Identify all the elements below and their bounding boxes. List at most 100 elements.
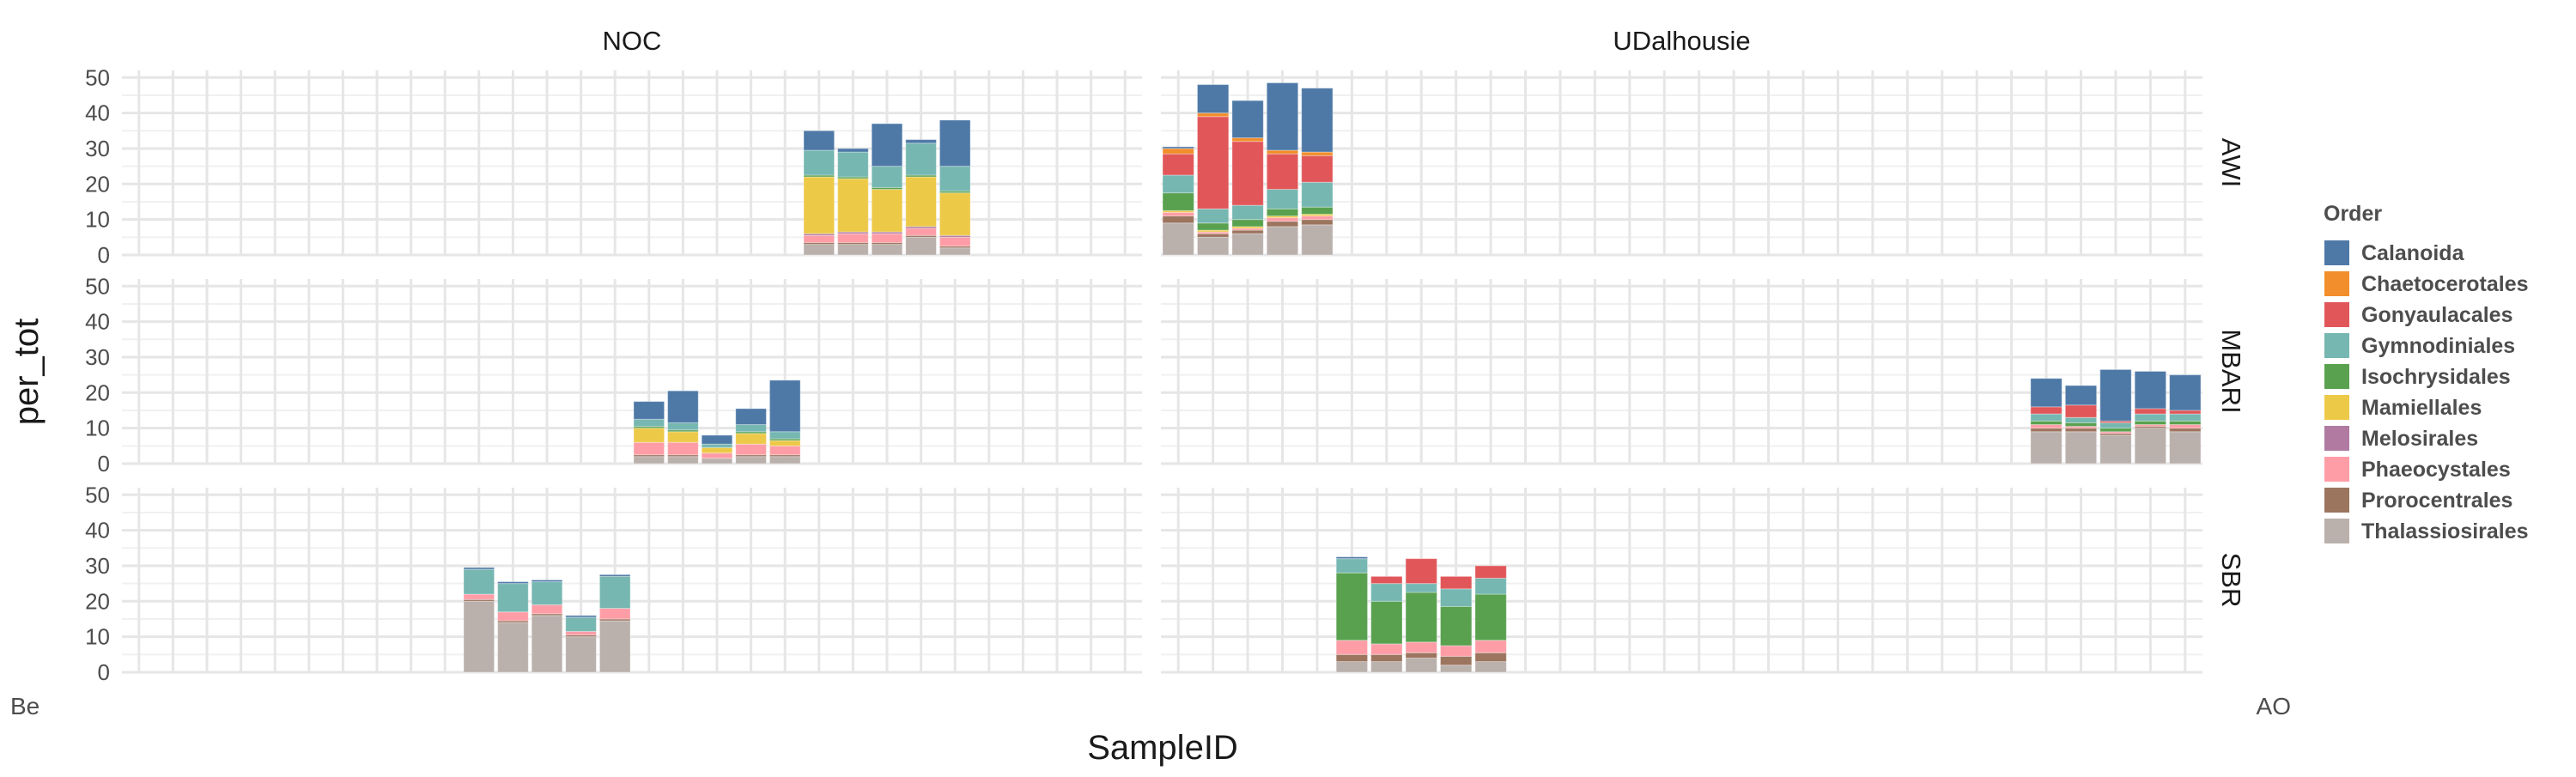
bar-segment-thalassiosirales [565,636,597,673]
bar-segment-mamiellales [837,178,869,233]
bar-segment-gymnodiniales [1405,583,1437,593]
legend-label: Melosirales [2361,427,2478,451]
bar-segment-gymnodiniales [633,418,665,428]
bar-segment-thalassiosirales [1474,661,1507,673]
legend-swatch [2324,333,2349,358]
bar-segment-mamiellales [871,189,903,233]
bar-segment-chaetocerotales [1231,137,1264,143]
bar-segment-prorocentrales [2169,428,2202,433]
bar-segment-thalassiosirales [2099,434,2132,464]
bar-segment-chaetocerotales [1266,149,1299,155]
bar-segment-thalassiosirales [1266,226,1299,256]
bar-segment-gymnodiniales [2099,422,2132,429]
legend-label: Thalassiosirales [2361,519,2529,543]
bar-segment-thalassiosirales [1162,222,1194,256]
y-tick-label: 10 [85,416,110,441]
bar-segment-calanoida [1301,88,1334,153]
bar-segment-calanoida [701,434,733,445]
bar-segment-thalassiosirales [1335,661,1369,673]
bar-segment-phaeocystales [769,445,801,456]
y-tick-label: 40 [85,309,110,335]
bar-segment-mamiellales [701,446,733,454]
facet-label-column: UDalhousie [1613,26,1750,56]
bar-segment-phaeocystales [871,233,903,244]
bar-segment-prorocentrales [1162,215,1194,224]
bar-segment-gymnodiniales [1231,204,1264,221]
bar-segment-gonyaulacales [1439,575,1473,590]
legend-swatch [2324,395,2349,420]
bar-segment-isochrysidales [803,174,835,178]
bar-segment-gonyaulacales [1231,141,1264,206]
bar-segment-calanoida [667,390,699,423]
bar-segment-gymnodiniales [735,424,767,433]
bar-segment-gymnodiniales [2064,416,2098,423]
bar-segment-gonyaulacales [1196,116,1230,209]
bar-segment-calanoida [1162,146,1194,149]
bar-segment-isochrysidales [2064,422,2098,428]
facet-label-row: MBARI [2216,329,2246,413]
legend-label: Gonyaulacales [2361,303,2512,327]
bar-segment-thalassiosirales [1301,224,1334,256]
y-tick-label: 30 [85,136,110,161]
bar-segment-prorocentrales [1231,229,1264,234]
bar-segment-gymnodiniales [701,443,733,448]
bar-segment-prorocentrales [1439,655,1473,666]
bar-segment-thalassiosirales [598,620,631,673]
bar-segment-gonyaulacales [2064,404,2098,418]
bar-segment-gymnodiniales [803,149,835,176]
bar-segment-phaeocystales [1266,217,1299,222]
bar-segment-phaeocystales [735,443,767,456]
bar-segment-gymnodiniales [905,143,937,176]
bar-segment-calanoida [1196,84,1230,114]
bar-segment-calanoida [871,123,903,167]
y-tick-label: 30 [85,553,110,579]
legend-swatch [2324,271,2349,296]
bar-segment-isochrysidales [2099,428,2132,433]
bar-segment-gymnodiniales [2169,413,2202,422]
bar-segment-isochrysidales [1370,600,1403,645]
bar-segment-thalassiosirales [1370,661,1403,673]
bar-segment-prorocentrales [1196,233,1230,238]
y-axis-title: per_tot [8,319,46,426]
bar-segment-phaeocystales [1301,215,1334,221]
bar-segment-calanoida [905,139,937,144]
bar-segment-thalassiosirales [1439,665,1473,673]
bar-segment-thalassiosirales [2030,431,2063,464]
bar-segment-gymnodiniales [939,166,971,192]
bar-segment-calanoida [531,580,563,583]
bar-segment-gymnodiniales [1370,583,1403,602]
bar-segment-phaeocystales [2169,424,2202,429]
bar-segment-phaeocystales [633,441,665,456]
legend-label: Isochrysidales [2361,365,2511,389]
bar-segment-thalassiosirales [667,456,699,464]
bar-segment-calanoida [598,574,631,577]
bar-segment-thalassiosirales [2169,431,2202,464]
bar-segment-gymnodiniales [497,583,529,613]
bar-segment-gymnodiniales [1162,174,1194,194]
bar-segment-phaeocystales [1370,643,1403,655]
bar-segment-mamiellales [939,192,971,236]
bar-segment-isochrysidales [2134,420,2167,426]
bar-segment-prorocentrales [1301,219,1334,226]
bar-segment-phaeocystales [1405,641,1437,653]
bar-segment-gymnodiniales [667,422,699,431]
bar-segment-gymnodiniales [1335,558,1369,574]
bar-segment-isochrysidales [1231,219,1264,228]
bar-segment-gymnodiniales [1439,588,1473,608]
legend-label: Prorocentrales [2361,489,2512,513]
bar-segment-thalassiosirales [803,244,835,256]
bar-segment-chaetocerotales [1162,148,1194,155]
bar-segment-prorocentrales [2030,428,2063,433]
legend-title: Order [2324,202,2382,226]
bar-segment-gymnodiniales [2030,413,2063,422]
bar-segment-gonyaulacales [1266,153,1299,191]
bar-segment-isochrysidales [1405,592,1437,643]
bar-segment-thalassiosirales [463,600,495,673]
bar-segment-prorocentrales [1335,653,1369,663]
bar-segment-mamiellales [667,431,699,443]
bar-segment-gonyaulacales [1301,155,1334,183]
bar-segment-gonyaulacales [2134,408,2167,415]
bar-segment-calanoida [837,148,869,153]
bar-segment-gymnodiniales [837,151,869,178]
